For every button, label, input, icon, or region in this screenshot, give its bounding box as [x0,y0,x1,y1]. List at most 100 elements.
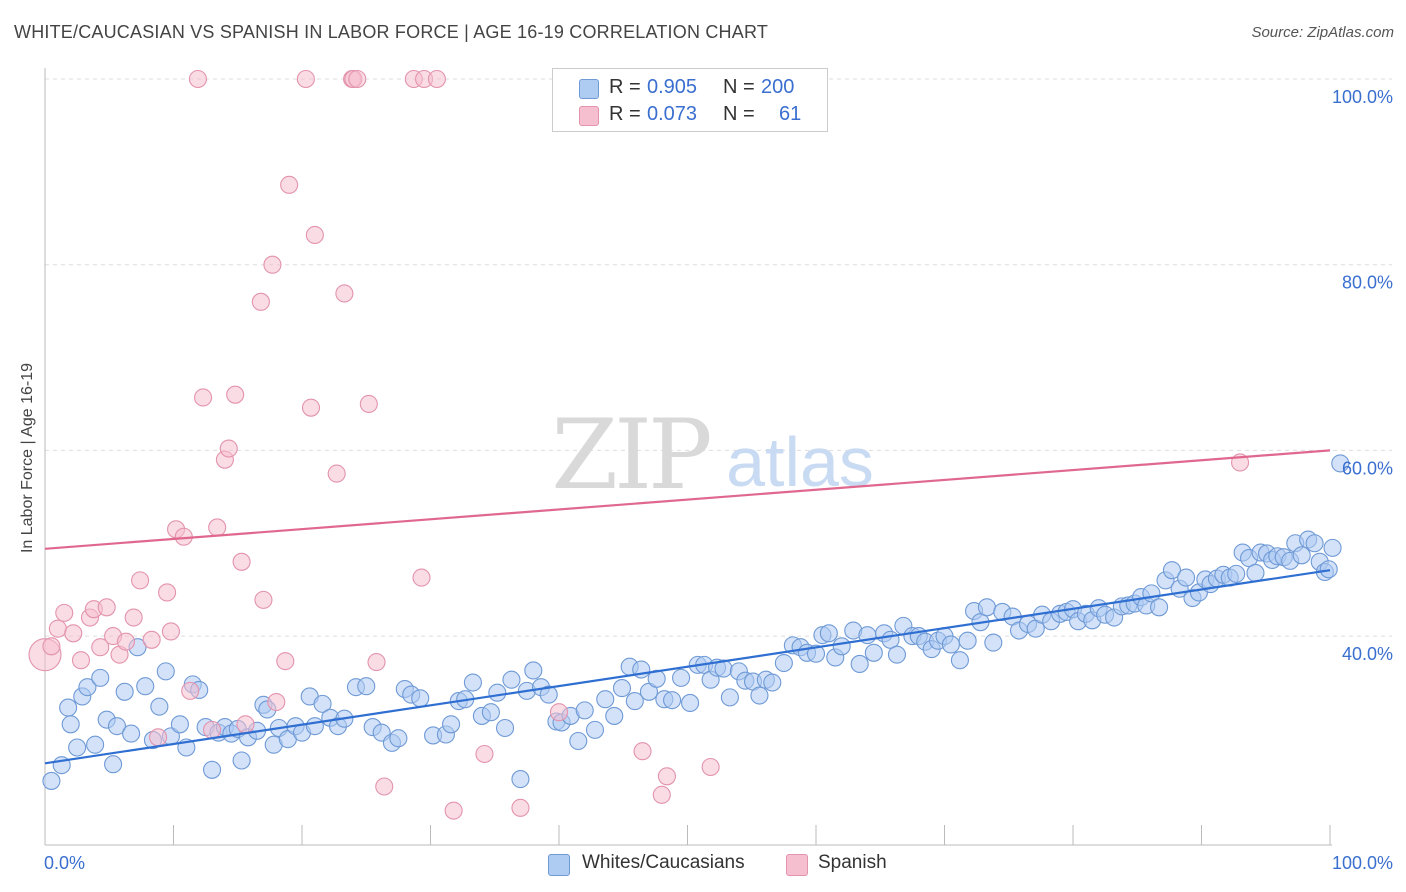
data-point-whites [488,683,507,702]
data-point-spanish [633,742,652,761]
axes [44,68,1332,846]
y-tick-label: 60.0% [1342,458,1393,478]
legend-n-value-spanish: 61 [779,103,802,125]
data-point-whites [850,654,869,673]
data-point-whites [511,770,530,789]
data-point-whites [720,688,739,707]
y-tick-label: 40.0% [1342,644,1393,664]
trend-line-whites [44,569,1331,765]
bottom-legend-swatch-whites [548,854,570,876]
data-point-whites [1319,560,1338,579]
data-point-spanish [226,385,245,404]
data-point-whites [1246,563,1265,583]
data-point-spanish [181,681,200,700]
data-point-whites [539,685,558,704]
data-point-whites [495,718,515,738]
data-point-spanish [161,622,180,641]
data-point-whites [941,635,960,654]
data-point-spanish [296,69,315,89]
data-point-spanish [203,720,222,739]
data-point-whites [524,661,543,680]
data-point-whites [136,677,155,696]
data-point-whites [463,673,482,692]
data-point-spanish [475,744,494,764]
data-point-spanish [188,69,207,89]
data-point-spanish [701,757,720,777]
data-point-whites [1323,538,1342,557]
data-point-whites [107,717,127,736]
watermark-zip: ZIP [551,399,710,511]
data-point-whites [156,662,175,681]
data-point-spanish [251,292,270,311]
data-point-whites [672,668,691,687]
data-point-spanish [412,568,431,587]
data-point-spanish [236,715,255,734]
data-point-whites [502,670,521,689]
data-point-whites [42,771,61,790]
y-tick-labels: 40.0% 60.0% 80.0% 100.0% [1332,87,1393,664]
data-point-whites [681,693,700,712]
data-point-whites [819,624,838,643]
data-point-spanish [327,464,346,483]
data-point-spanish [375,777,394,796]
data-point-spanish [267,692,286,712]
data-point-whites [442,715,461,734]
data-point-spanish [91,638,110,657]
data-point-spanish [142,630,161,649]
data-point-spanish [116,632,136,651]
data-point-whites [150,697,169,716]
data-point-whites [977,598,996,617]
data-point-spanish [367,653,386,672]
data-point-spanish [348,69,367,89]
data-point-spanish [194,388,213,407]
watermark-atlas: atlas [726,423,874,501]
data-point-spanish [64,624,83,643]
data-point-whites [763,673,782,692]
bottom-legend-label-whites: Whites/Caucasians [582,852,745,873]
data-point-whites [86,735,105,754]
data-point-spanish [335,284,354,303]
data-point-whites [958,631,977,650]
data-point-spanish [254,590,273,609]
bottom-legend-label-spanish: Spanish [818,852,887,873]
data-point-whites [481,703,500,722]
data-point-whites [806,644,826,663]
data-point-whites [569,731,588,751]
data-point-spanish [549,703,569,722]
x-tick-label: 0.0% [44,853,85,873]
data-point-spanish [42,637,61,656]
data-point-whites [1331,454,1350,473]
data-point-whites [78,678,97,697]
data-point-whites [411,689,430,708]
data-point-whites [305,717,324,736]
correlation-legend: R = 0.905 N = 200 R = 0.073 N = 61 [552,68,828,132]
data-point-spanish [444,801,463,820]
legend-r-value-whites: 0.905 [647,76,698,98]
data-point-spanish [280,175,299,194]
data-point-whites [1227,564,1246,583]
data-point-spanish [71,651,91,670]
data-point-whites [575,701,594,720]
gridlines [45,78,1392,637]
data-point-spanish [511,798,530,817]
source-label: Source: ZipAtlas.com [1251,24,1394,41]
data-point-whites [68,738,87,757]
data-point-whites [832,637,851,656]
legend-row-whites: R = 0.905 N = 200 [553,75,827,101]
data-point-whites [203,760,222,779]
legend-r-value-spanish: 0.073 [647,103,698,125]
trend-line-spanish [44,449,1331,550]
data-point-whites [950,651,969,670]
data-point-whites [1177,568,1196,587]
x-tick-label: 100.0% [1332,853,1393,873]
data-point-whites [596,690,615,709]
legend-n-label: N = [723,103,755,125]
trend-lines [44,449,1331,765]
data-point-whites [750,686,769,705]
bottom-legend-swatch-spanish [786,854,808,876]
data-point-spanish [55,603,74,622]
y-tick-label: 80.0% [1342,273,1393,293]
data-point-whites [232,751,251,770]
legend-n-label: N = [723,76,755,98]
